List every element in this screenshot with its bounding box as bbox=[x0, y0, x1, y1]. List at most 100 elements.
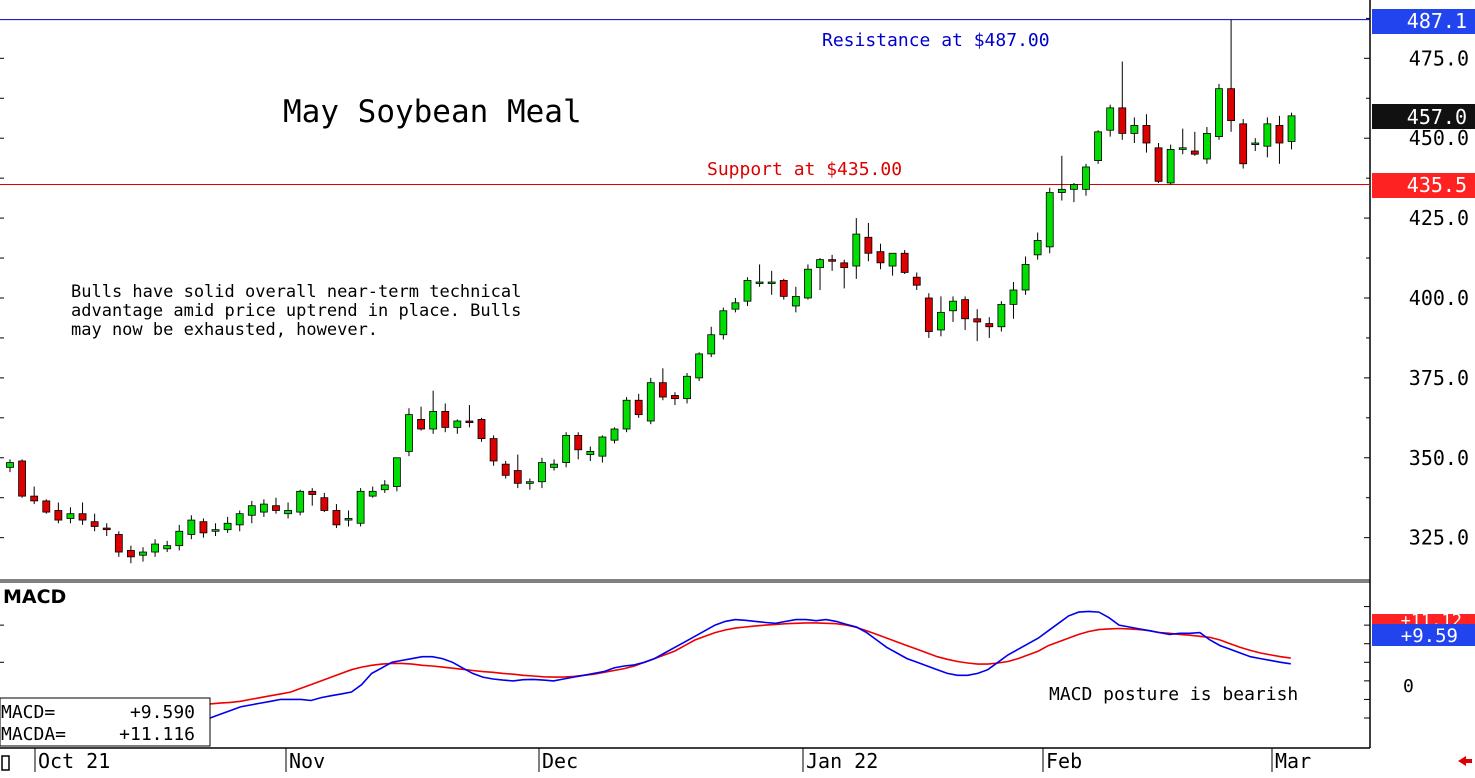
candle bbox=[671, 392, 679, 406]
candle bbox=[272, 497, 280, 514]
candle-body-up bbox=[151, 543, 159, 553]
candle bbox=[1154, 143, 1163, 183]
candle bbox=[1057, 155, 1066, 201]
price-axis: 325.0 350.0 375.0 400.0 425.0 450.0 475.0 bbox=[1364, 17, 1469, 550]
candle-body-up bbox=[719, 310, 728, 336]
candle bbox=[320, 492, 329, 513]
candle bbox=[888, 252, 897, 276]
candle-body-down bbox=[658, 382, 667, 398]
candle-body-up bbox=[598, 436, 607, 457]
time-tick-label: Dec bbox=[542, 749, 578, 773]
candle bbox=[344, 510, 353, 527]
candle bbox=[392, 457, 401, 492]
candle-body-up bbox=[610, 428, 619, 441]
candle-body-down bbox=[489, 438, 498, 462]
last-price-tag-text: 457.0 bbox=[1407, 105, 1467, 129]
time-tick-label: Mar bbox=[1275, 749, 1311, 773]
candle-body-up bbox=[344, 518, 353, 521]
candle-body-up bbox=[405, 414, 413, 452]
macda-tag-bg bbox=[1372, 614, 1475, 627]
candle bbox=[1094, 130, 1102, 164]
candle bbox=[1009, 282, 1018, 319]
candle bbox=[477, 417, 486, 442]
candle-body-up bbox=[791, 295, 800, 307]
candle-body-down bbox=[1142, 125, 1151, 144]
candle bbox=[1082, 163, 1090, 196]
candle-body-up bbox=[695, 353, 704, 379]
candle-body-down bbox=[199, 521, 208, 534]
candle-body-down bbox=[441, 411, 450, 428]
candle bbox=[900, 250, 909, 275]
candle-body-down bbox=[985, 323, 994, 328]
candle-body-down bbox=[54, 510, 63, 521]
candle bbox=[513, 454, 522, 489]
candle-body-up bbox=[562, 434, 571, 463]
candle-body-up bbox=[997, 303, 1006, 328]
candle bbox=[743, 277, 752, 306]
macd-pane bbox=[0, 606, 1370, 730]
candle bbox=[332, 504, 341, 529]
last-price-tag: 457.0 bbox=[1372, 104, 1475, 129]
macd-zero-tick-label: 0 bbox=[1403, 676, 1414, 697]
candle bbox=[1106, 104, 1115, 137]
candle-body-down bbox=[42, 500, 51, 513]
candle-body-down bbox=[924, 297, 933, 332]
macd-pane-title: MACD bbox=[3, 586, 66, 608]
candle-body-up bbox=[211, 529, 220, 532]
resistance-price-tag: 487.1 bbox=[1372, 9, 1475, 34]
candle-body-up bbox=[1070, 184, 1078, 190]
candle-body-down bbox=[779, 280, 788, 297]
candle bbox=[816, 258, 824, 290]
candle-body-down bbox=[634, 399, 643, 416]
candle-body-down bbox=[671, 395, 679, 400]
candle-body-up bbox=[538, 462, 546, 483]
scroll-left-arrow-icon[interactable] bbox=[1458, 756, 1472, 766]
macd-annotation: MACD posture is bearish bbox=[1049, 684, 1298, 705]
reference-lines bbox=[0, 19, 1370, 186]
candle bbox=[1190, 131, 1199, 156]
candle bbox=[417, 406, 425, 431]
candle bbox=[973, 309, 982, 342]
support-tag-bg bbox=[1372, 173, 1475, 198]
commentary-line-2: advantage amid price uptrend in place. B… bbox=[71, 301, 521, 321]
candle bbox=[1118, 61, 1127, 140]
candle bbox=[767, 270, 776, 295]
candle-body-up bbox=[1178, 147, 1187, 150]
candle-body-down bbox=[308, 490, 317, 495]
candle bbox=[66, 507, 75, 524]
candle-body-up bbox=[804, 268, 812, 299]
candle bbox=[211, 523, 220, 537]
candle bbox=[683, 373, 691, 404]
candle bbox=[985, 317, 994, 338]
candle-body-up bbox=[453, 420, 462, 428]
candle bbox=[247, 500, 256, 524]
candle bbox=[961, 296, 970, 330]
candle bbox=[779, 278, 788, 300]
price-tick-label: 475.0 bbox=[1409, 46, 1469, 70]
resistance-tag-text: 487.1 bbox=[1407, 9, 1467, 33]
candle-body-up bbox=[296, 490, 305, 513]
candle bbox=[525, 478, 534, 490]
candle-body-down bbox=[477, 419, 486, 439]
readout-macda-label: MACDA= bbox=[1, 724, 66, 745]
candle-body-up bbox=[259, 503, 268, 513]
candle-body-down bbox=[102, 527, 111, 531]
candle-body-down bbox=[332, 510, 341, 526]
candle-body-up bbox=[816, 259, 824, 269]
candle-body-up bbox=[66, 513, 75, 519]
candle bbox=[658, 368, 667, 401]
support-tag-text: 435.5 bbox=[1407, 173, 1467, 197]
candle-body-down bbox=[320, 497, 329, 511]
price-tick-label: 400.0 bbox=[1409, 286, 1469, 310]
macd-readout-box: MACD= +9.590 MACDA= +11.116 bbox=[0, 697, 211, 747]
candle bbox=[139, 547, 147, 562]
candle bbox=[924, 293, 933, 338]
candle-body-down bbox=[961, 299, 970, 320]
candle bbox=[949, 296, 957, 322]
candle bbox=[453, 419, 462, 434]
candle-body-down bbox=[1227, 88, 1235, 122]
candle-body-down bbox=[417, 419, 425, 430]
candle-body-up bbox=[949, 300, 957, 312]
readout-box-bg bbox=[0, 697, 211, 747]
candle bbox=[42, 499, 51, 514]
